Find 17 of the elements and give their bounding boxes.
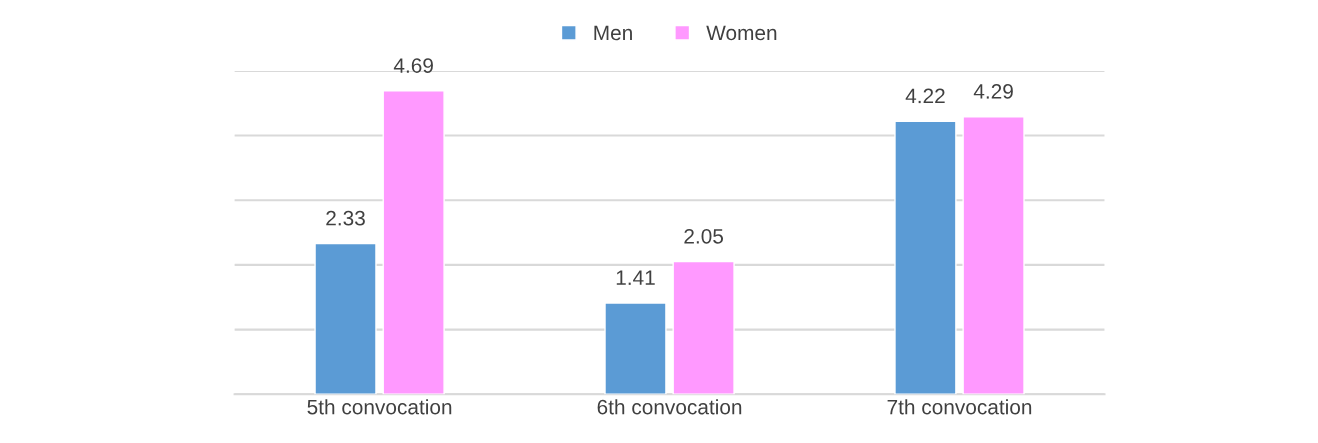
data-label: 4.22 [905, 88, 945, 104]
bar [314, 242, 377, 395]
bar [672, 260, 735, 395]
data-label: 1.41 [616, 270, 655, 285]
bar [604, 302, 667, 395]
bar [962, 116, 1025, 395]
bar [894, 120, 957, 395]
bar [382, 90, 445, 395]
data-label: 4.69 [393, 58, 433, 73]
legend-label: Men [594, 25, 632, 41]
x-tick-label: 6th convocation [597, 399, 742, 415]
data-label: 4.29 [973, 84, 1013, 99]
x-tick-label: 7th convocation [887, 399, 1032, 415]
x-tick-label: 5th convocation [307, 399, 452, 415]
data-label: 2.33 [326, 210, 365, 226]
legend-label: Women [706, 25, 777, 41]
data-label: 2.05 [684, 228, 724, 244]
